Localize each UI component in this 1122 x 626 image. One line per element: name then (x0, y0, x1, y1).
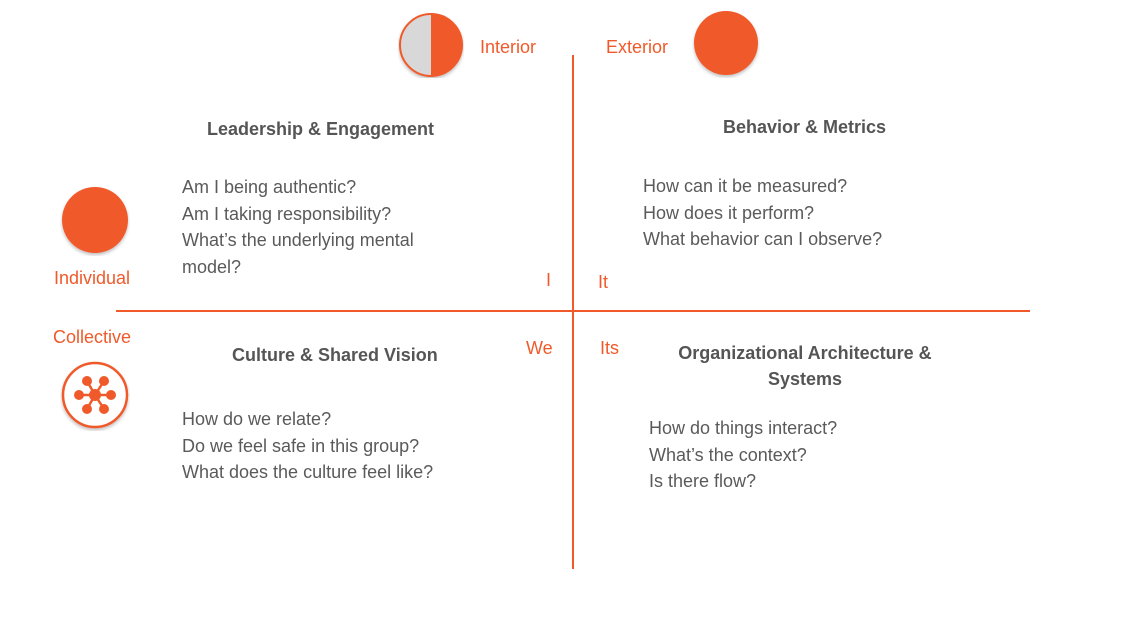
exterior-circle-icon (694, 11, 758, 75)
question: How does it perform? (643, 202, 815, 223)
upper-right-questions: How can it be measured? How does it perf… (643, 173, 882, 253)
individual-label: Individual (54, 268, 131, 288)
lower-right-title: Organizational Architecture & Systems (640, 340, 970, 392)
collective-label: Collective (53, 327, 132, 347)
interior-label: Interior (480, 37, 537, 57)
vertical-axis (572, 55, 574, 569)
individual-circle-icon (62, 187, 128, 253)
upper-left-title: Leadership & Engagement (207, 119, 435, 139)
quadrant-label-it: It (598, 272, 609, 292)
question: How can it be measured? (643, 176, 848, 196)
question: Am I taking responsibility? (182, 203, 392, 224)
horizontal-axis (116, 310, 1030, 312)
question: Is there flow? (649, 471, 757, 491)
question: How do things interact? (649, 418, 838, 438)
question: How do we relate? (182, 409, 332, 429)
question: What behavior can I observe? (643, 229, 883, 249)
upper-right-title: Behavior & Metrics (723, 117, 887, 137)
question: Am I being authentic? (182, 177, 357, 197)
question: Do we feel safe in this group? (182, 435, 420, 456)
quadrant-label-its: Its (600, 338, 620, 358)
lower-right-title-line2: Systems (767, 369, 843, 389)
lower-left-questions: How do we relate? Do we feel safe in thi… (182, 406, 433, 486)
lower-right-title-line1: Organizational Architecture & (678, 343, 932, 363)
lower-right-questions: How do things interact? What’s the conte… (649, 415, 837, 495)
quadrant-label-we: We (526, 338, 553, 358)
interior-half-circle-icon (399, 13, 463, 77)
lower-left-title: Culture & Shared Vision (232, 345, 438, 365)
question: model? (182, 256, 242, 277)
question: What’s the underlying mental (182, 230, 414, 250)
question: What does the culture feel like? (182, 462, 434, 482)
question: What’s the context? (649, 444, 807, 465)
exterior-label: Exterior (606, 37, 669, 57)
collective-network-icon (61, 361, 129, 429)
upper-left-questions: Am I being authentic? Am I taking respon… (182, 174, 414, 280)
quadrant-label-i: I (546, 270, 552, 290)
